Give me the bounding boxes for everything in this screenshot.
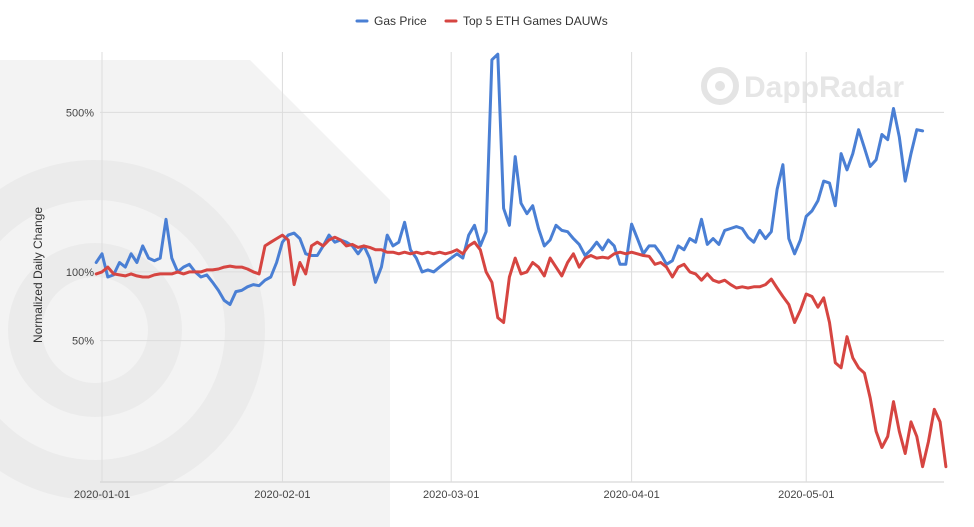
series-line-gas-price <box>94 52 925 306</box>
legend-label: Top 5 ETH Games DAUWs <box>463 14 608 28</box>
x-tick-label: 2020-03-01 <box>423 489 479 501</box>
watermark-brand-text: DappRadar <box>744 71 904 104</box>
legend-label: Gas Price <box>374 14 427 28</box>
y-tick-label: 500% <box>66 107 94 119</box>
x-tick-label: 2020-02-01 <box>254 489 310 501</box>
x-tick-label: 2020-05-01 <box>778 489 834 501</box>
x-tick-label: 2020-01-01 <box>74 489 130 501</box>
series-line-eth-games-dauws <box>94 233 948 469</box>
legend: Gas Price Top 5 ETH Games DAUWs <box>355 14 608 28</box>
series-layer <box>94 52 948 469</box>
y-tick-label: 50% <box>72 336 94 348</box>
grid <box>100 52 944 483</box>
y-axis-title: Normalized Daily Change <box>31 207 45 343</box>
axes: 50% 100% 500% 2020-01-01 2020-02-01 2020-03-0… <box>66 107 835 501</box>
watermark-brand: DappRadar <box>701 67 904 105</box>
x-tick-label: 2020-04-01 <box>603 489 659 501</box>
watermark-logo <box>0 60 390 527</box>
y-tick-label: 100% <box>66 267 94 279</box>
